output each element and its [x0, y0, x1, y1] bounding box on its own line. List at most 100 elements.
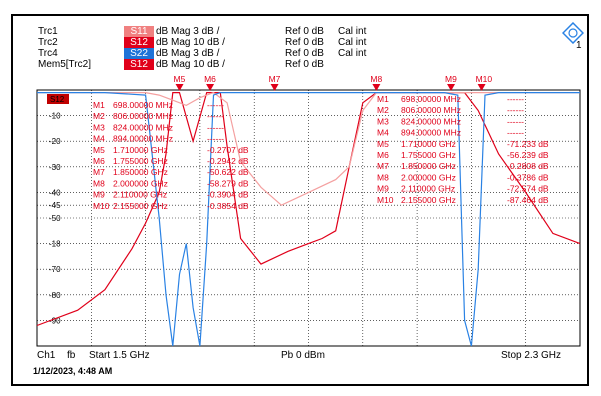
top-marker-triangle [372, 84, 381, 91]
marker-left-level: -50.622 dB [207, 167, 249, 177]
marker-left-value: 698.00000 MHz [113, 100, 173, 110]
marker-right-value: 2.155000 GHz [401, 195, 456, 205]
marker-right-label: M6 [377, 150, 389, 160]
marker-right-value: 2.110000 GHz [401, 184, 455, 194]
marker-right-label: M10 [377, 195, 394, 205]
marker-right-level: -0.2808 dB [507, 161, 549, 171]
footer-channel: Ch1 [37, 350, 56, 361]
marker-left-label: M7 [93, 167, 105, 177]
footer-stop[interactable]: Stop 2.3 GHz [501, 350, 562, 361]
trace-cal: Cal int [338, 37, 367, 48]
y-tick-label: -80 [49, 291, 61, 300]
marker-left-level: -0.2707 dB [207, 145, 249, 155]
trace-param-tag[interactable]: S11 [124, 26, 154, 37]
marker-right-label: M4 [377, 128, 389, 138]
trace-cal: Cal int [338, 48, 367, 59]
top-marker-triangle [270, 84, 279, 91]
top-marker-triangle [206, 84, 215, 91]
trace-param-tag[interactable]: S12 [124, 37, 154, 48]
marker-left-value: 1.710000 GHz [113, 145, 168, 155]
top-marker-triangle [477, 84, 486, 91]
marker-right-label: M7 [377, 161, 389, 171]
timestamp: 1/12/2023, 4:48 AM [33, 366, 113, 376]
marker-right-value: 2.000000 GHz [401, 172, 456, 182]
y-tick-label: -10 [49, 112, 61, 121]
marker-left-label: M1 [93, 100, 105, 110]
y-tick-label: -50 [49, 214, 61, 223]
footer-power[interactable]: Pb 0 dBm [281, 350, 325, 361]
marker-right-value: 1.710000 GHz [401, 139, 456, 149]
marker-right-label: M1 [377, 94, 389, 104]
marker-left-value: 2.000000 GHz [113, 178, 168, 188]
marker-left-level: ------ [207, 100, 224, 110]
trace-name: Trc1 [38, 26, 58, 37]
marker-left-level: -58.279 dB [207, 178, 249, 188]
top-marker-label: M9 [445, 74, 457, 84]
marker-right-value: 824.00000 MHz [401, 116, 461, 126]
top-marker-label: M7 [269, 74, 281, 84]
series-line-s22 [37, 91, 580, 347]
marker-right-level: ------ [507, 105, 524, 115]
y-tick-label: -30 [49, 163, 61, 172]
marker-left-value: 806.00000 MHz [113, 111, 173, 121]
marker-right-value: 1.755000 GHz [401, 150, 456, 160]
trace-ref: Ref 0 dB [285, 26, 324, 37]
marker-left-value: 2.110000 GHz [113, 190, 167, 200]
trace-param-tag[interactable]: S12 [124, 59, 154, 70]
trace-name: Trc2 [38, 37, 58, 48]
marker-left-level: -0.2942 dB [207, 156, 249, 166]
trace-param-tag[interactable]: S22 [124, 48, 154, 59]
marker-left-label: M4 [93, 134, 105, 144]
marker-left-label: M5 [93, 145, 105, 155]
marker-right-level: -87.464 dB [507, 195, 549, 205]
marker-right-label: M9 [377, 184, 389, 194]
marker-right-level: ------ [507, 116, 524, 126]
trace-format: dB Mag 10 dB / [156, 59, 225, 70]
marker-right-level: -56.239 dB [507, 150, 549, 160]
y-tick-label: -40 [49, 188, 61, 197]
rohde-schwarz-logo [562, 22, 584, 44]
marker-right-value: 1.850000 GHz [401, 161, 456, 171]
marker-left-value: 1.755000 GHz [113, 156, 168, 166]
marker-left-label: M8 [93, 178, 105, 188]
marker-right-value: 698.00000 MHz [401, 94, 461, 104]
screenshot-frame [11, 14, 589, 386]
y-tick-label: -70 [49, 265, 61, 274]
active-trace-label: S12 [50, 95, 65, 104]
marker-left-level: ------ [207, 111, 224, 121]
top-marker-triangle [447, 84, 456, 91]
marker-left-level: -0.3904 dB [207, 190, 249, 200]
y-tick-label: -90 [49, 316, 61, 325]
y-tick-label: -20 [49, 137, 61, 146]
marker-left-label: M6 [93, 156, 105, 166]
trace-name: Mem5[Trc2] [38, 59, 91, 70]
marker-left-label: M9 [93, 190, 105, 200]
footer-mode: fb [67, 350, 76, 361]
marker-right-level: -71.233 dB [507, 139, 549, 149]
top-marker-label: M6 [204, 74, 216, 84]
marker-left-level: ------ [207, 134, 224, 144]
trace-name: Trc4 [38, 48, 58, 59]
trace-cal: Cal int [338, 26, 367, 37]
top-marker-label: M10 [476, 74, 493, 84]
marker-right-label: M3 [377, 116, 389, 126]
marker-left-level: -0.3854 dB [207, 201, 249, 211]
top-marker-label: M5 [174, 74, 186, 84]
trace-ref: Ref 0 dB [285, 59, 324, 70]
y-tick-label: -18 [49, 240, 61, 249]
marker-left-label: M2 [93, 111, 105, 121]
top-marker-triangle [175, 84, 184, 91]
marker-right-value: 894.00000 MHz [401, 128, 461, 138]
marker-right-label: M8 [377, 172, 389, 182]
marker-left-label: M10 [93, 201, 110, 211]
marker-right-level: ------ [507, 94, 524, 104]
marker-left-label: M3 [93, 122, 105, 132]
marker-right-level: ------ [507, 128, 524, 138]
marker-left-value: 894.00000 MHz [113, 134, 173, 144]
marker-left-value: 824.00000 MHz [113, 122, 173, 132]
trace-header: Trc1 S11 dB Mag 3 dB / Ref 0 dB Cal int … [24, 24, 584, 86]
footer-start[interactable]: Start 1.5 GHz [89, 350, 150, 361]
top-marker-label: M8 [370, 74, 382, 84]
active-trace-tag [47, 94, 69, 104]
